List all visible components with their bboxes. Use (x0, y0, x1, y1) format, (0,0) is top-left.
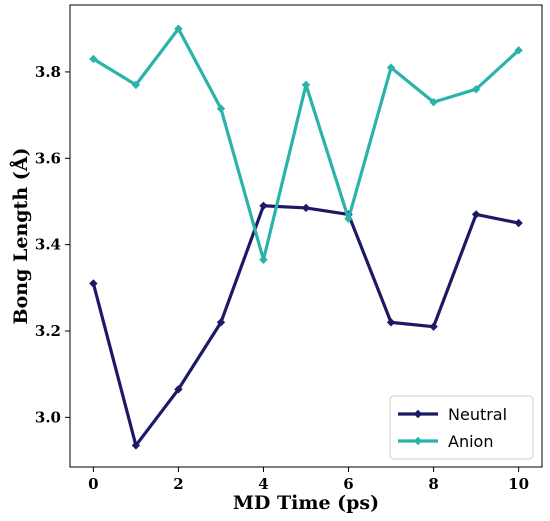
data-point-neutral (471, 210, 481, 219)
data-point-neutral (514, 218, 523, 228)
x-tick-label: 4 (258, 475, 268, 493)
data-point-anion (471, 84, 481, 94)
data-point-neutral (429, 322, 438, 331)
data-point-neutral (259, 201, 268, 210)
data-point-anion (89, 54, 98, 64)
x-tick-label: 2 (173, 475, 183, 493)
legend-entry-neutral: Neutral (398, 405, 507, 424)
plot-frame (69, 4, 543, 468)
legend-label-anion: Anion (448, 432, 493, 451)
y-axis-title: Bong Length (Å) (9, 148, 32, 325)
legend-box (389, 395, 534, 460)
data-point-neutral (89, 279, 98, 288)
y-tick-label: 3.4 (35, 236, 61, 254)
data-point-neutral (301, 203, 311, 213)
x-tick-label: 8 (428, 475, 438, 493)
data-point-anion (386, 63, 396, 72)
y-tick-label: 3.6 (35, 149, 61, 167)
data-point-anion (301, 80, 311, 90)
data-point-neutral (174, 385, 183, 394)
data-point-anion (131, 80, 141, 90)
y-tick-label: 3.8 (35, 63, 61, 81)
y-tick-label: 3.0 (35, 408, 61, 426)
x-tick-label: 10 (508, 475, 529, 493)
series-anion (89, 24, 523, 264)
x-axis-ticks: 0 2 4 6 8 10 (88, 467, 529, 493)
series-layer (89, 24, 523, 450)
legend-label-neutral: Neutral (448, 405, 507, 424)
data-point-neutral (386, 318, 396, 327)
y-axis-ticks: 3.0 3.2 3.4 3.6 3.8 (35, 63, 70, 426)
data-point-anion (259, 255, 268, 264)
data-point-anion (429, 97, 438, 107)
x-axis-title: MD Time (ps) (233, 492, 379, 514)
data-point-anion (174, 24, 183, 33)
legend-marker-anion (413, 436, 423, 446)
data-point-neutral (216, 318, 226, 327)
data-point-anion (514, 46, 523, 55)
x-tick-label: 0 (88, 475, 98, 493)
data-point-anion (344, 214, 353, 223)
legend-marker-neutral (413, 409, 423, 419)
legend: Neutral Anion (389, 395, 534, 460)
y-tick-label: 3.2 (35, 322, 61, 340)
data-point-anion (216, 104, 226, 113)
legend-entry-anion: Anion (398, 432, 493, 451)
series-line-anion (92, 27, 520, 262)
data-point-neutral (131, 441, 141, 450)
x-tick-label: 6 (343, 475, 353, 493)
